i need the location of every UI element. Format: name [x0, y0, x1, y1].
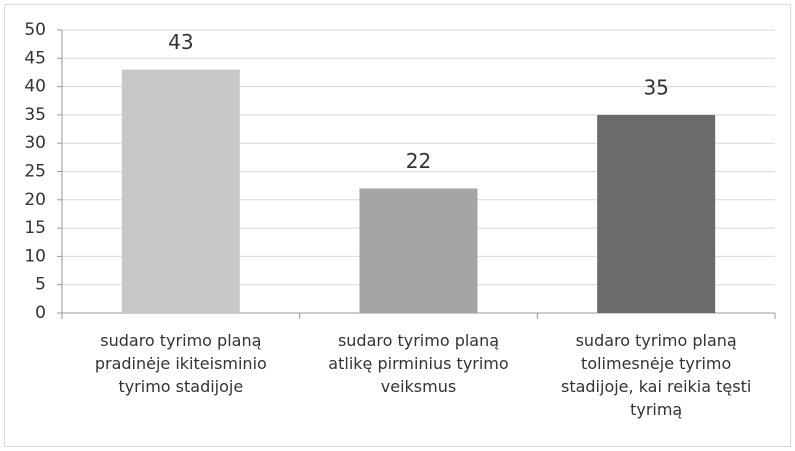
y-tick-label: 45: [24, 48, 46, 68]
y-tick-label: 35: [24, 105, 46, 125]
data-label: 22: [406, 149, 431, 173]
y-tick-label: 10: [24, 246, 46, 266]
y-tick-label: 30: [24, 133, 46, 153]
bar: [121, 69, 240, 314]
x-tick-label: sudaro tyrimo planą pradinėje ikiteismin…: [94, 331, 267, 396]
data-label: 43: [168, 30, 193, 54]
y-tick-label: 5: [35, 275, 46, 295]
y-tick-label: 40: [24, 77, 46, 97]
y-tick-label: 25: [24, 162, 46, 182]
y-tick-label: 20: [24, 190, 46, 210]
chart-frame: [4, 4, 791, 447]
bar: [597, 114, 716, 314]
y-tick-label: 15: [24, 218, 46, 238]
bar: [359, 188, 478, 313]
x-tick-label: sudaro tyrimo planą tolimesnėje tyrimo s…: [560, 331, 752, 419]
y-tick-label: 50: [24, 20, 46, 40]
y-tick-label: 0: [35, 303, 46, 323]
x-tick-label: sudaro tyrimo planą atlikę pirminius tyr…: [328, 331, 509, 396]
data-label: 35: [643, 75, 668, 99]
